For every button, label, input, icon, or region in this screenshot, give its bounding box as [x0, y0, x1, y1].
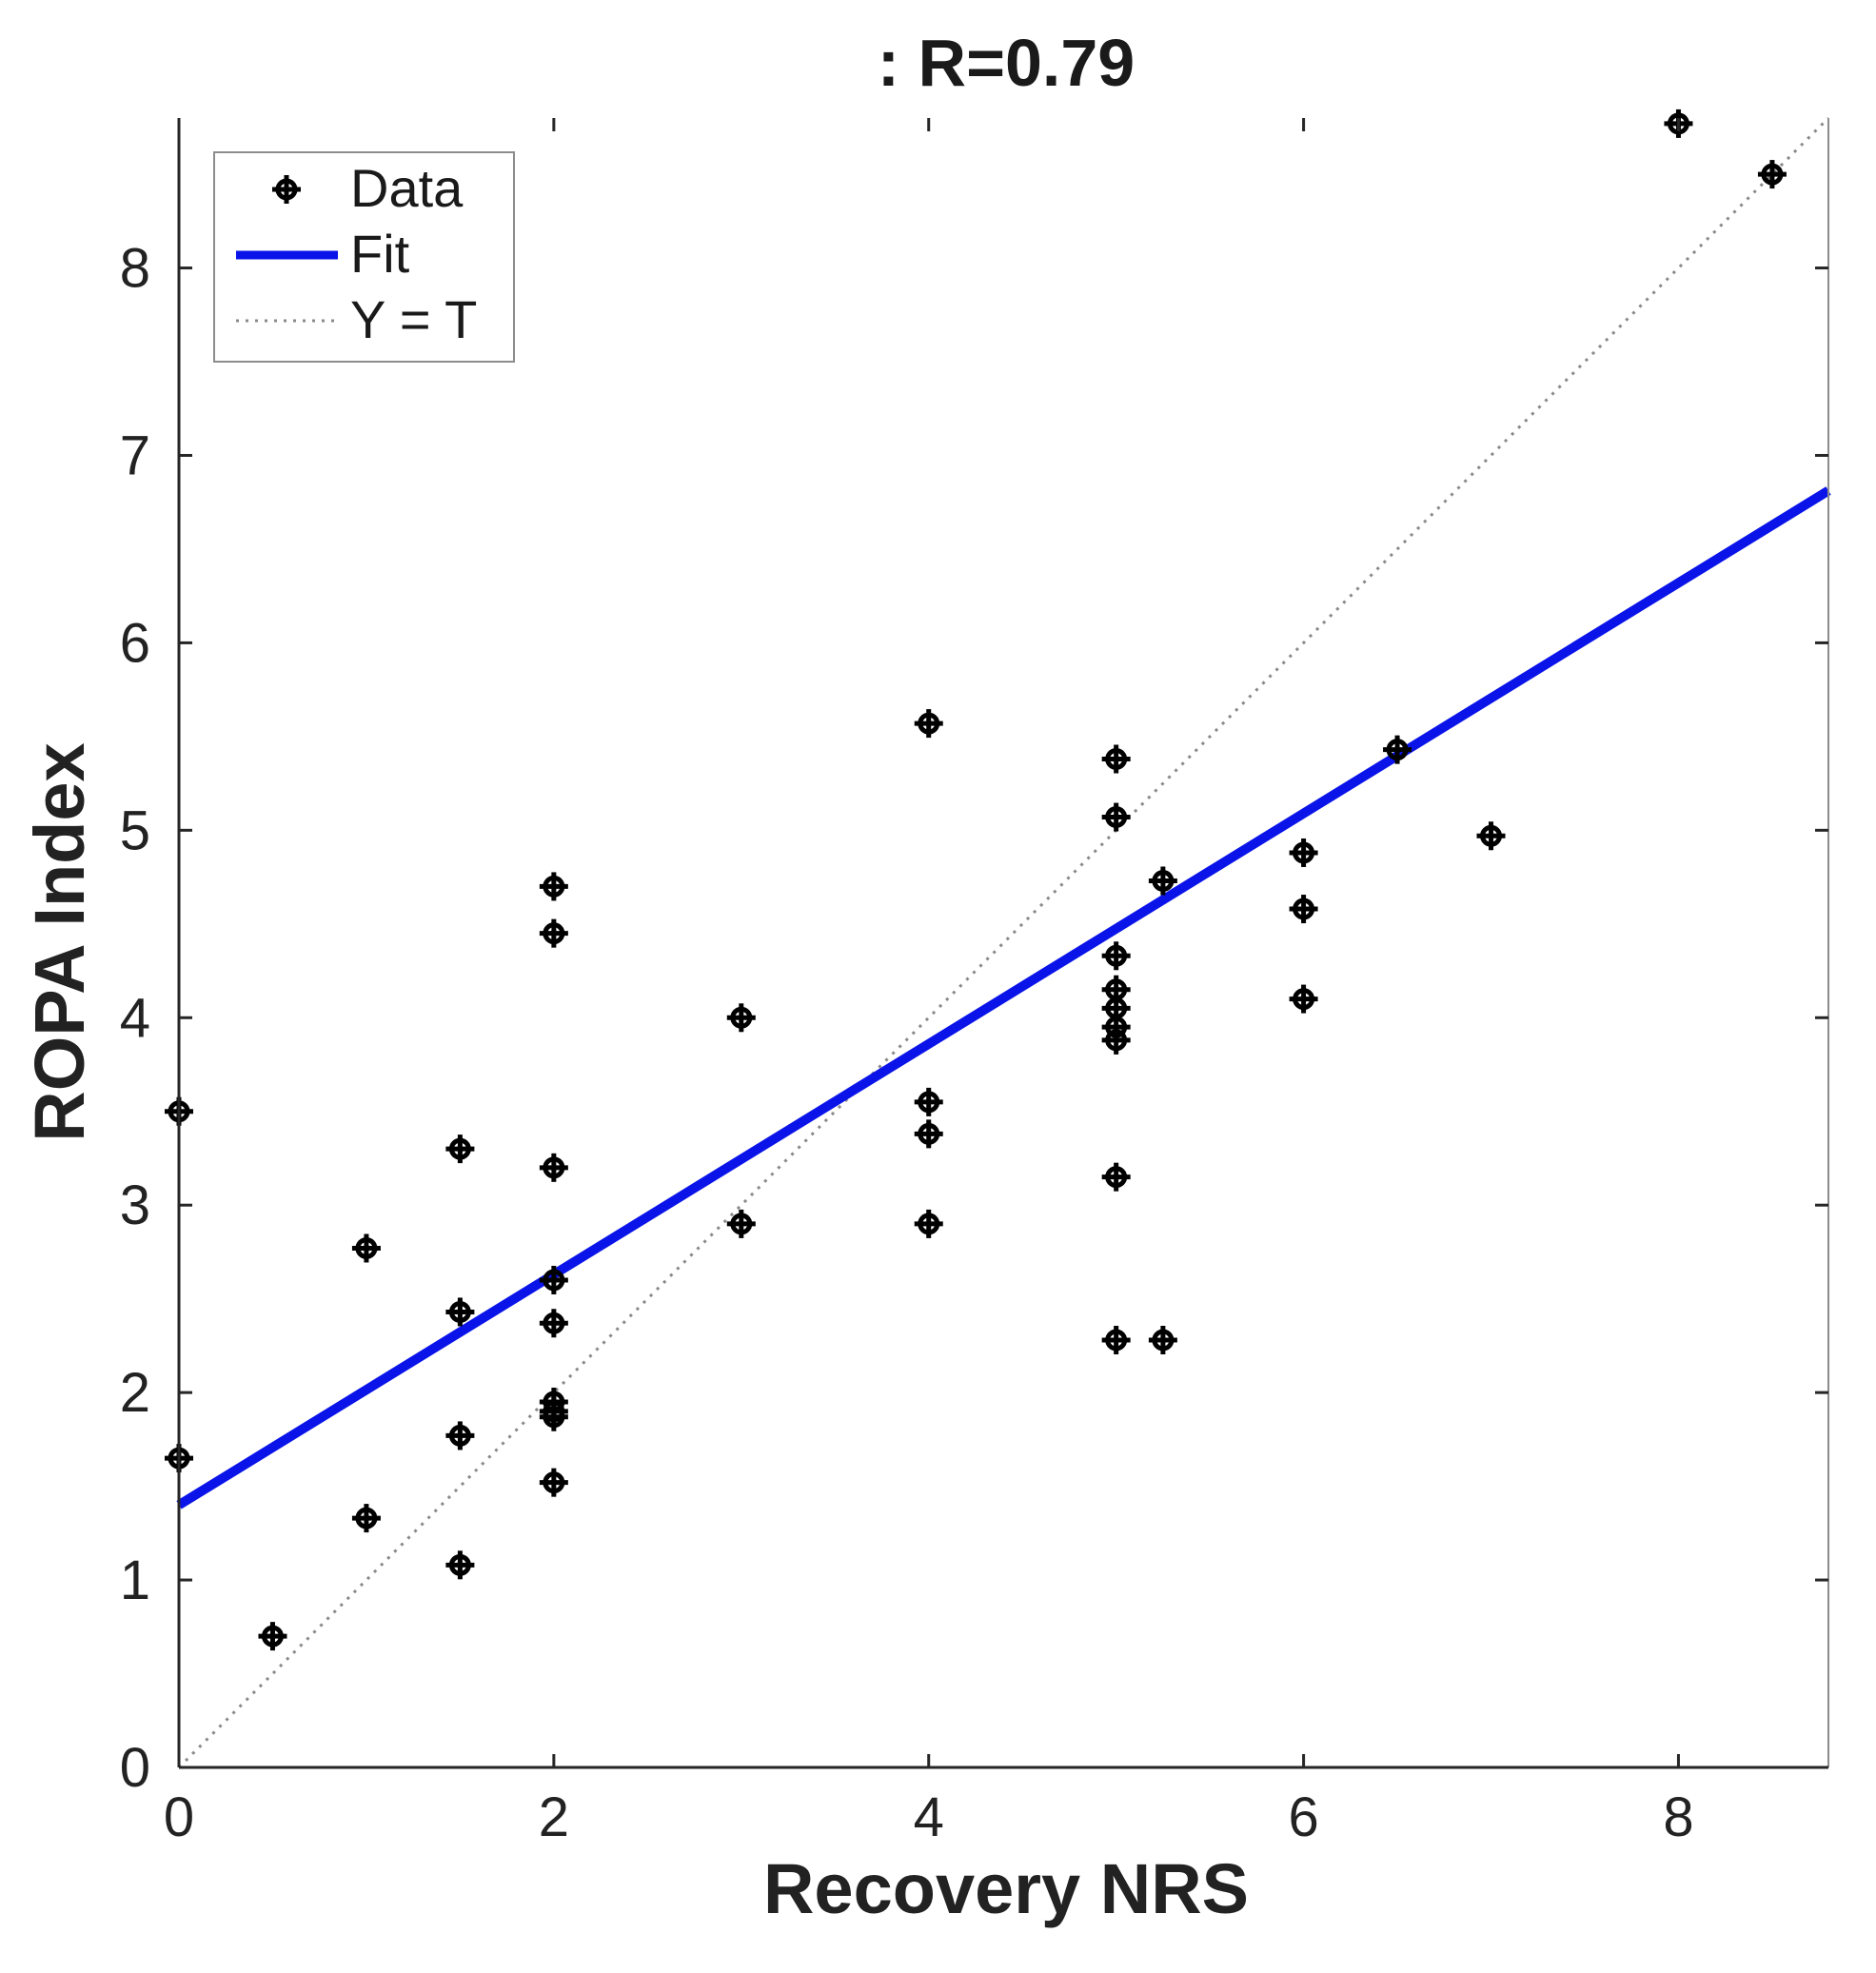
identity-line-layer: [177, 116, 1830, 1769]
legend-identity-label: Y = T: [350, 289, 477, 349]
legend: Data Fit Y = T: [213, 151, 515, 363]
x-axis-label: Recovery NRS: [763, 1849, 1249, 1928]
data-point: [1101, 1162, 1131, 1192]
data-point: [1289, 838, 1318, 867]
data-point: [539, 1309, 568, 1338]
data-point: [1101, 1025, 1131, 1055]
x-tick-label: 2: [539, 1786, 569, 1848]
data-point: [914, 1087, 943, 1116]
legend-data-marker-glyph: [272, 175, 301, 204]
y-tick-label: 2: [120, 1362, 150, 1424]
data-point: [1148, 1325, 1177, 1354]
data-point: [445, 1297, 475, 1327]
legend-fit-label: Fit: [350, 224, 410, 284]
y-tick-label: 4: [120, 987, 150, 1049]
y-tick-label: 8: [120, 238, 150, 300]
data-point: [1101, 744, 1131, 774]
data-point: [1101, 802, 1131, 832]
y-tick-label: 3: [120, 1174, 150, 1236]
data-point: [258, 1622, 287, 1651]
data-point: [1476, 821, 1506, 851]
data-point: [1289, 895, 1318, 924]
data-point: [539, 1153, 568, 1182]
data-point: [914, 709, 943, 739]
data-point: [726, 1209, 756, 1238]
data-point: [445, 1421, 475, 1450]
legend-data-marker: [272, 175, 301, 204]
data-point: [1148, 866, 1177, 896]
y-tick-label: 7: [120, 424, 150, 486]
fit-line-layer: [176, 486, 1831, 1509]
y-tick-label: 5: [120, 799, 150, 861]
axes: [177, 118, 1829, 1769]
data-point: [914, 1209, 943, 1238]
x-tick-label: 4: [914, 1786, 944, 1848]
data-point: [1101, 941, 1131, 971]
y-axis-label: ROPA Index: [20, 742, 99, 1141]
data-point: [1383, 735, 1412, 764]
data-point: [351, 1504, 381, 1533]
ticks: 0 2 4 6 8 0 1 2 3 4 5 6 7 8: [120, 118, 1828, 1848]
chart-title: : R=0.79: [878, 26, 1135, 100]
identity-line: [177, 116, 1830, 1769]
y-tick-label: 0: [120, 1737, 150, 1799]
y-tick-label: 6: [120, 612, 150, 674]
data-point: [1289, 984, 1318, 1014]
data-point: [445, 1134, 475, 1164]
data-point: [539, 872, 568, 901]
x-tick-label: 8: [1663, 1786, 1693, 1848]
data-point: [445, 1550, 475, 1580]
data-point: [914, 1119, 943, 1149]
x-tick-label: 0: [164, 1786, 194, 1848]
data-point: [539, 1468, 568, 1497]
data-point: [539, 1265, 568, 1294]
x-tick-label: 6: [1288, 1786, 1318, 1848]
data-point: [1757, 160, 1787, 189]
legend-data-label: Data: [350, 158, 464, 218]
y-tick-label: 1: [120, 1549, 150, 1611]
data-point: [539, 918, 568, 948]
data-points-layer: [165, 109, 1787, 1651]
data-point: [1101, 1325, 1131, 1354]
data-point: [726, 1003, 756, 1033]
data-point: [539, 1402, 568, 1431]
fit-line: [176, 486, 1831, 1509]
data-point: [351, 1233, 381, 1263]
